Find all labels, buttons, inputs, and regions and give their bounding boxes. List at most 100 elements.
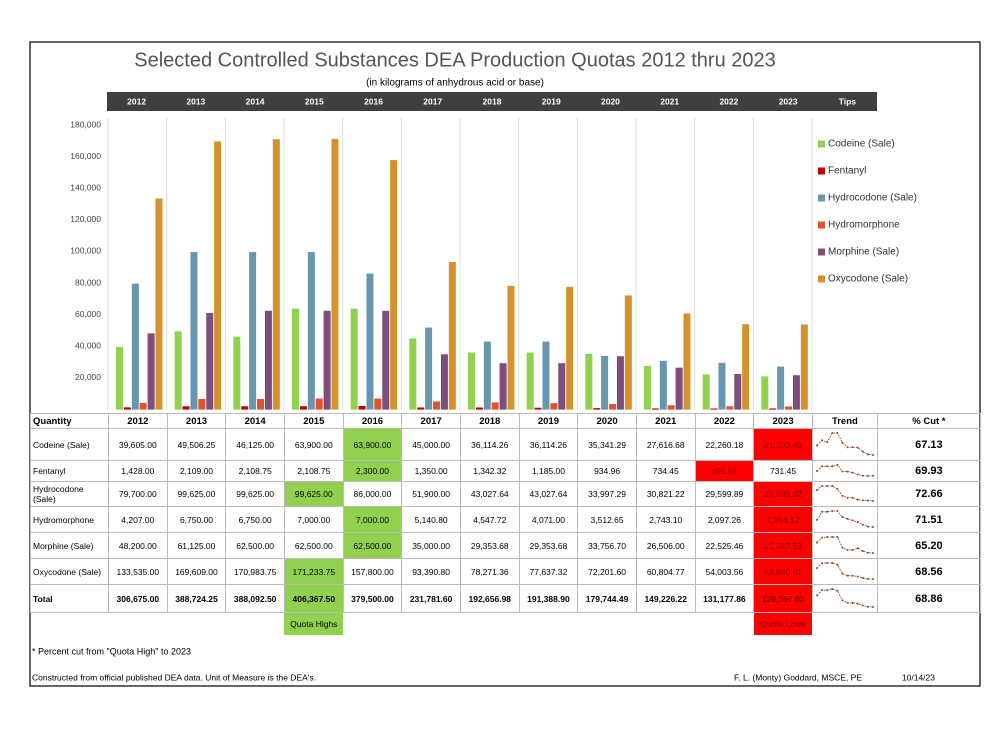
bar (609, 404, 617, 410)
value-cell: 192,656.98 (459, 584, 520, 613)
sparkline-point (846, 574, 849, 577)
subtitle: (in kilograms of anhydrous acid or base) (366, 78, 544, 89)
sparkline (815, 431, 874, 456)
sparkline-point (846, 496, 849, 499)
sparkline-point (826, 561, 829, 564)
value-cell: 734.45 (635, 460, 696, 482)
sparkline-point (831, 431, 834, 434)
value-cell: 2,108.75 (225, 460, 285, 482)
header-cell: Quantity (30, 413, 109, 429)
value-cell: 29,353.68 (518, 532, 579, 559)
percent-cut: 71.51 (876, 506, 981, 533)
row-label: Hydromorphone (30, 506, 109, 533)
year-label: 2015 (305, 96, 324, 106)
bar (800, 324, 808, 410)
sparkline-point (851, 574, 854, 577)
value-cell: 22,260.18 (694, 428, 755, 461)
bar (241, 406, 249, 410)
bar (190, 252, 198, 410)
value-cell: 39,605.00 (108, 428, 168, 461)
sparkline-line (816, 588, 873, 607)
note-cell (109, 613, 168, 635)
data-table: Quantity 2012 2013 2014 2015 2016 2017 2018 2019… (30, 413, 981, 635)
value-cell: 388,724.25 (166, 584, 227, 613)
value-cell: 43,027.64 (459, 481, 520, 507)
sparkline-point (826, 464, 829, 467)
sparkline-point (815, 566, 818, 569)
value-cell: 21,747.63 (753, 532, 813, 559)
year-label: 2021 (660, 96, 679, 106)
value-cell: 171,233.75 (283, 558, 344, 585)
sparkline-point (826, 588, 829, 591)
sparkline-point (836, 487, 839, 490)
value-cell: 62,500.00 (283, 532, 344, 559)
value-cell: 26,506.00 (635, 532, 696, 559)
sparkline-point (836, 563, 839, 566)
sparkline-point (826, 510, 829, 513)
bar (433, 401, 441, 410)
value-cell: 99,625.00 (283, 481, 344, 507)
sparkline-point (866, 605, 869, 608)
sparkline-point (815, 488, 818, 491)
header-cell: 2017 (401, 413, 461, 429)
value-cell: 51,900.00 (401, 481, 461, 507)
sparkline-point (815, 518, 818, 521)
y-tick-label: 20,000 (75, 372, 101, 382)
note-cell (812, 613, 877, 635)
chart-title: Selected Controlled Substances DEA Produ… (134, 49, 776, 71)
sparkline-point (866, 499, 869, 502)
sparkline-point (866, 525, 869, 528)
sparkline-point (836, 589, 839, 592)
row-label: Fentanyl (30, 460, 109, 482)
sparkline (815, 587, 874, 608)
value-cell: 934.96 (577, 460, 637, 482)
table-row: Total 306,675.00 388,724.25 388,092.50 406,3… (30, 584, 981, 613)
value-cell: 157,800.00 (342, 558, 403, 585)
sparkline-point (871, 577, 874, 580)
value-cell: 4,547.72 (459, 506, 520, 533)
y-tick-label: 60,000 (75, 309, 101, 319)
bar (616, 356, 624, 410)
header-cell: 2023 (753, 413, 813, 429)
value-cell: 93,390.80 (401, 558, 461, 585)
year-label: 2012 (127, 96, 146, 106)
y-tick-label: 80,000 (75, 277, 101, 287)
percent-cut: 68.56 (876, 558, 981, 585)
bar (726, 406, 734, 410)
trend-cell (811, 460, 878, 482)
value-cell: 21,003.40 (753, 428, 813, 461)
bar (585, 353, 593, 410)
value-cell: 4,207.00 (108, 506, 168, 533)
value-cell: 6,750.00 (225, 506, 285, 533)
sparkline-point (826, 484, 829, 487)
sparkline-point (831, 509, 834, 512)
note-cell (167, 613, 226, 635)
value-cell: 170,983.75 (225, 558, 285, 585)
sparkline-point (861, 498, 864, 501)
note-cell: Quota Highs (284, 612, 344, 635)
year-label: 2013 (186, 96, 205, 106)
bar (131, 283, 139, 410)
bar (792, 375, 800, 410)
y-tick-label: 100,000 (70, 246, 101, 256)
bar (710, 408, 718, 410)
sparkline-point (820, 484, 823, 487)
value-cell: 53,840.61 (753, 558, 813, 585)
header-cell: 2012 (108, 413, 168, 429)
header-cell: 2019 (518, 413, 579, 429)
value-cell: 7,000.00 (342, 506, 403, 533)
sparkline-point (841, 598, 844, 601)
value-cell: 72,201.60 (577, 558, 637, 585)
value-cell: 1,428.00 (108, 460, 168, 482)
value-cell: 5,140.80 (401, 506, 461, 533)
value-cell: 62,500.00 (342, 532, 403, 559)
trend-cell (811, 481, 878, 507)
value-cell: 30,821.22 (635, 481, 696, 507)
header-cell: 2016 (342, 413, 403, 429)
value-cell: 131,177.86 (694, 584, 755, 613)
bar (323, 310, 331, 410)
legend-label: Morphine (Sale) (828, 247, 899, 258)
value-cell: 36,114.26 (518, 428, 579, 461)
sparkline-point (820, 588, 823, 591)
bar (123, 407, 131, 410)
